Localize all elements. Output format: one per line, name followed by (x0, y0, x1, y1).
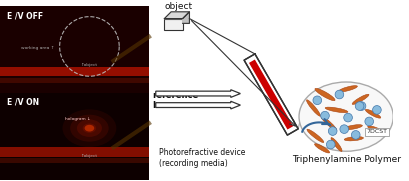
Text: ↑object: ↑object (80, 63, 97, 67)
Circle shape (373, 106, 381, 114)
Bar (0, 6, 149, 93)
Ellipse shape (63, 109, 116, 147)
Ellipse shape (315, 144, 330, 153)
Text: E /V OFF: E /V OFF (7, 12, 43, 21)
Circle shape (365, 117, 373, 126)
Circle shape (313, 96, 321, 105)
Circle shape (335, 90, 344, 99)
Circle shape (344, 113, 353, 122)
Ellipse shape (307, 129, 324, 143)
Polygon shape (244, 54, 298, 135)
Ellipse shape (352, 94, 369, 104)
Ellipse shape (325, 107, 348, 113)
Circle shape (357, 102, 366, 110)
Bar (164, 19, 183, 30)
Ellipse shape (85, 125, 94, 132)
Ellipse shape (365, 109, 381, 118)
Polygon shape (249, 60, 293, 130)
Bar (0, 67, 149, 76)
Text: Triphenylamine Polymer: Triphenylamine Polymer (292, 155, 401, 164)
Ellipse shape (299, 82, 393, 151)
Circle shape (326, 140, 335, 149)
Ellipse shape (368, 126, 382, 132)
Circle shape (328, 127, 337, 135)
Text: 7DCST: 7DCST (366, 129, 387, 134)
Text: hologram ↓: hologram ↓ (65, 117, 91, 121)
Circle shape (340, 125, 348, 133)
Polygon shape (183, 12, 189, 23)
Bar (0, 93, 149, 180)
Polygon shape (156, 90, 240, 97)
Polygon shape (164, 12, 189, 19)
Circle shape (321, 111, 329, 120)
Text: working area ↑: working area ↑ (21, 46, 54, 50)
Text: ↑object: ↑object (80, 154, 97, 158)
Ellipse shape (339, 86, 357, 92)
Ellipse shape (306, 100, 320, 116)
Ellipse shape (344, 125, 362, 130)
Text: E /V ON: E /V ON (7, 97, 39, 106)
Ellipse shape (315, 88, 335, 101)
Text: object: object (164, 2, 193, 11)
Text: Photorefractive device
(recording media): Photorefractive device (recording media) (159, 148, 245, 168)
Bar (0, 147, 149, 157)
Ellipse shape (70, 115, 109, 142)
Text: reference
beam: reference beam (152, 91, 198, 110)
Bar (0, 78, 149, 83)
Ellipse shape (83, 123, 96, 133)
Ellipse shape (344, 137, 364, 141)
Ellipse shape (321, 116, 337, 131)
Bar (0, 158, 149, 163)
Polygon shape (156, 101, 240, 109)
Ellipse shape (77, 119, 102, 137)
Circle shape (355, 102, 364, 110)
Circle shape (351, 131, 360, 139)
Ellipse shape (331, 138, 342, 151)
